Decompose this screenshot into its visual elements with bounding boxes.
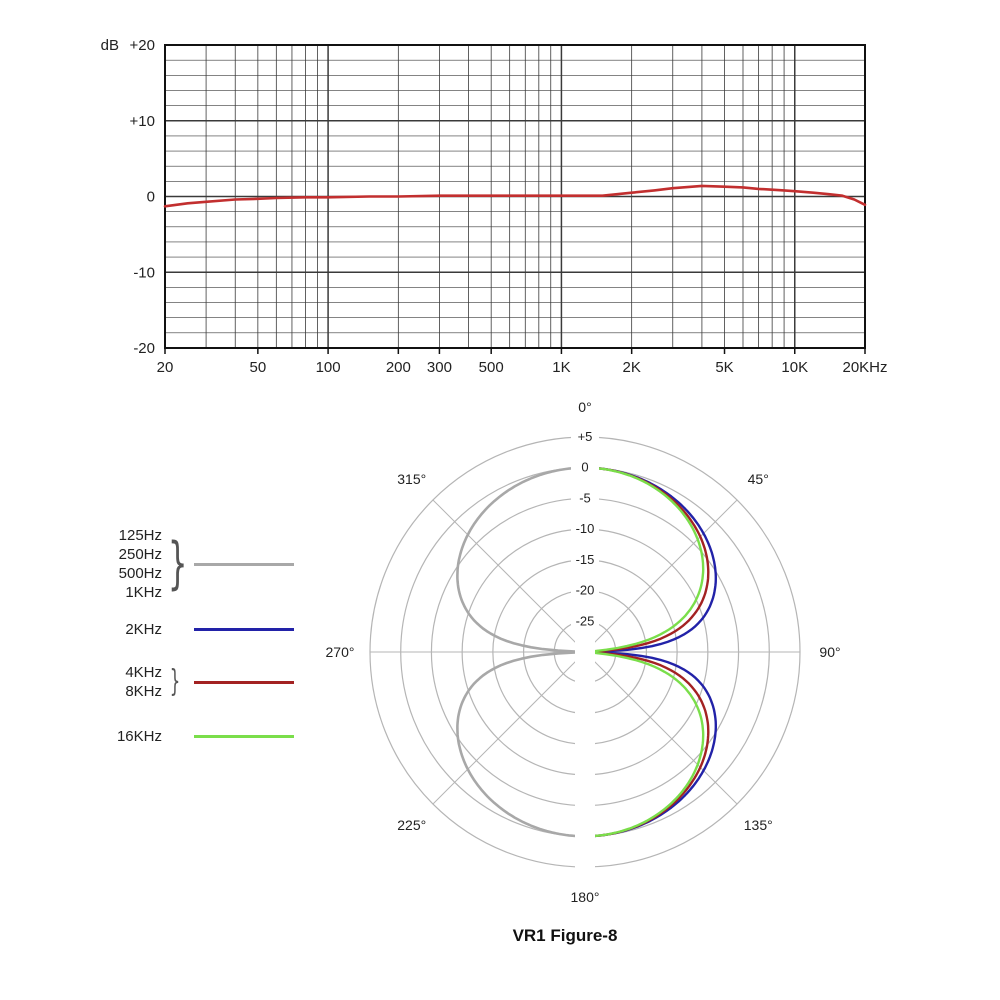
polar-pattern-chart: +5 0 -5 -10 -15 -20 -25 0° 45° 90° 135° 180° 225° 270…	[326, 399, 841, 905]
legend-swatch-16khz	[194, 735, 294, 738]
legend-label: 125Hz	[118, 527, 162, 544]
svg-text:-20: -20	[576, 583, 595, 598]
svg-text:-10: -10	[576, 521, 595, 536]
svg-text:45°: 45°	[748, 471, 769, 487]
legend-label: 16KHz	[116, 728, 162, 745]
svg-text:90°: 90°	[819, 644, 840, 660]
legend-label: 500Hz	[118, 565, 162, 582]
legend-item-2khz: 2KHz	[96, 620, 294, 639]
frequency-response-chart: 20 50 100 200 300 500 1K 2K 5K 10K 20KHz +20 +10 0 -10…	[101, 37, 888, 376]
legend-group-4k-8k: 4KHz 8KHz }	[96, 663, 294, 701]
svg-text:5K: 5K	[715, 359, 733, 376]
legend-item-16khz: 16KHz	[96, 727, 294, 746]
legend-label: 1KHz	[125, 584, 162, 601]
svg-text:0: 0	[581, 460, 588, 475]
svg-text:500: 500	[479, 359, 504, 376]
legend-swatch-low	[194, 562, 294, 566]
legend-swatch-2khz	[194, 628, 294, 631]
svg-text:180°: 180°	[571, 889, 600, 905]
svg-text:315°: 315°	[397, 471, 426, 487]
svg-text:-25: -25	[576, 613, 595, 628]
svg-text:-10: -10	[133, 264, 155, 281]
svg-text:0°: 0°	[578, 399, 591, 415]
svg-text:0: 0	[147, 189, 155, 206]
polar-legend: 125Hz 250Hz 500Hz 1KHz } 2KHz 4KHz 8KHz …	[96, 526, 294, 746]
svg-text:dB: dB	[101, 37, 119, 54]
svg-text:+5: +5	[578, 429, 593, 444]
svg-text:+10: +10	[130, 113, 155, 130]
svg-text:+20: +20	[130, 37, 155, 54]
svg-text:-15: -15	[576, 552, 595, 567]
svg-text:135°: 135°	[744, 817, 773, 833]
legend-swatch-4k8k	[194, 680, 294, 684]
svg-text:-20: -20	[133, 340, 155, 357]
legend-label: 4KHz	[125, 664, 162, 681]
legend-group-low-freqs: 125Hz 250Hz 500Hz 1KHz }	[96, 526, 294, 602]
svg-text:270°: 270°	[326, 644, 355, 660]
chart-caption: VR1 Figure-8	[512, 926, 618, 945]
svg-text:1K: 1K	[552, 359, 570, 376]
legend-label: 2KHz	[125, 621, 162, 638]
svg-text:50: 50	[250, 359, 267, 376]
svg-text:200: 200	[386, 359, 411, 376]
legend-bracket: }	[167, 531, 188, 596]
svg-text:20KHz: 20KHz	[842, 359, 887, 376]
svg-text:300: 300	[427, 359, 452, 376]
svg-text:10K: 10K	[781, 359, 808, 376]
legend-label: 250Hz	[118, 546, 162, 563]
svg-text:-5: -5	[579, 490, 591, 505]
svg-text:225°: 225°	[397, 817, 426, 833]
svg-text:100: 100	[316, 359, 341, 376]
legend-label: 8KHz	[125, 683, 162, 700]
svg-text:2K: 2K	[622, 359, 640, 376]
legend-bracket: }	[169, 664, 181, 699]
svg-text:20: 20	[157, 359, 174, 376]
